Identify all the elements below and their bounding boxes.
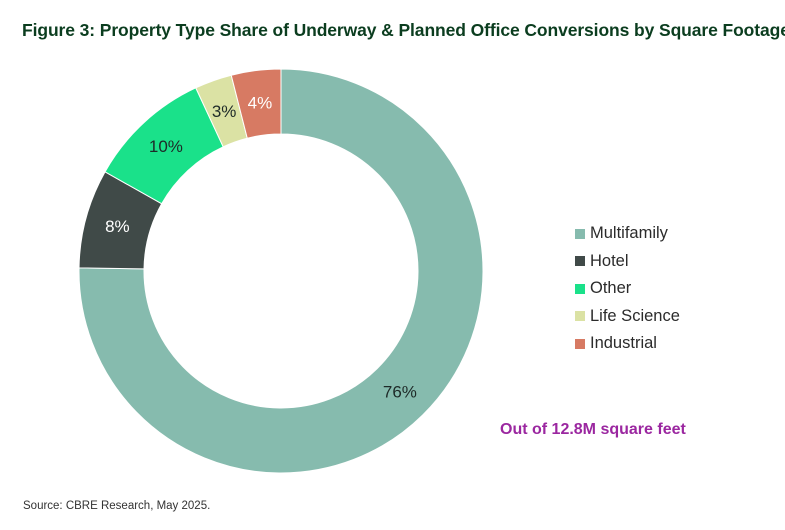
donut-slices bbox=[78, 68, 484, 474]
legend-item-industrial: Industrial bbox=[575, 330, 680, 358]
legend-label: Multifamily bbox=[590, 224, 668, 243]
chart-title: Figure 3: Property Type Share of Underwa… bbox=[22, 20, 785, 40]
value-label-life-science: 3% bbox=[212, 102, 237, 121]
legend-swatch bbox=[575, 228, 585, 239]
legend-label: Other bbox=[590, 279, 632, 298]
legend-item-life-science: Life Science bbox=[575, 303, 680, 331]
value-label-industrial: 4% bbox=[248, 93, 273, 112]
donut-value-labels: 76% 8% 10% 3% 4% bbox=[105, 93, 417, 401]
legend-swatch bbox=[575, 256, 585, 267]
legend-swatch bbox=[575, 311, 585, 322]
legend-item-multifamily: Multifamily bbox=[575, 220, 680, 248]
value-label-other: 10% bbox=[149, 137, 183, 156]
legend-swatch bbox=[575, 338, 585, 349]
legend-item-other: Other bbox=[575, 275, 680, 303]
legend-label: Life Science bbox=[590, 306, 680, 325]
legend-item-hotel: Hotel bbox=[575, 248, 680, 276]
legend-label: Industrial bbox=[590, 334, 657, 353]
value-label-multifamily: 76% bbox=[383, 382, 417, 401]
value-label-hotel: 8% bbox=[105, 217, 130, 236]
slice-industrial bbox=[230, 68, 282, 139]
slice-multifamily bbox=[78, 68, 484, 474]
legend-swatch bbox=[575, 283, 585, 294]
source-note: Source: CBRE Research, May 2025. bbox=[23, 500, 211, 512]
total-note: Out of 12.8M square feet bbox=[500, 421, 686, 438]
legend-label: Hotel bbox=[590, 251, 629, 270]
chart-legend: Multifamily Hotel Other Life Science Industr… bbox=[575, 220, 680, 358]
